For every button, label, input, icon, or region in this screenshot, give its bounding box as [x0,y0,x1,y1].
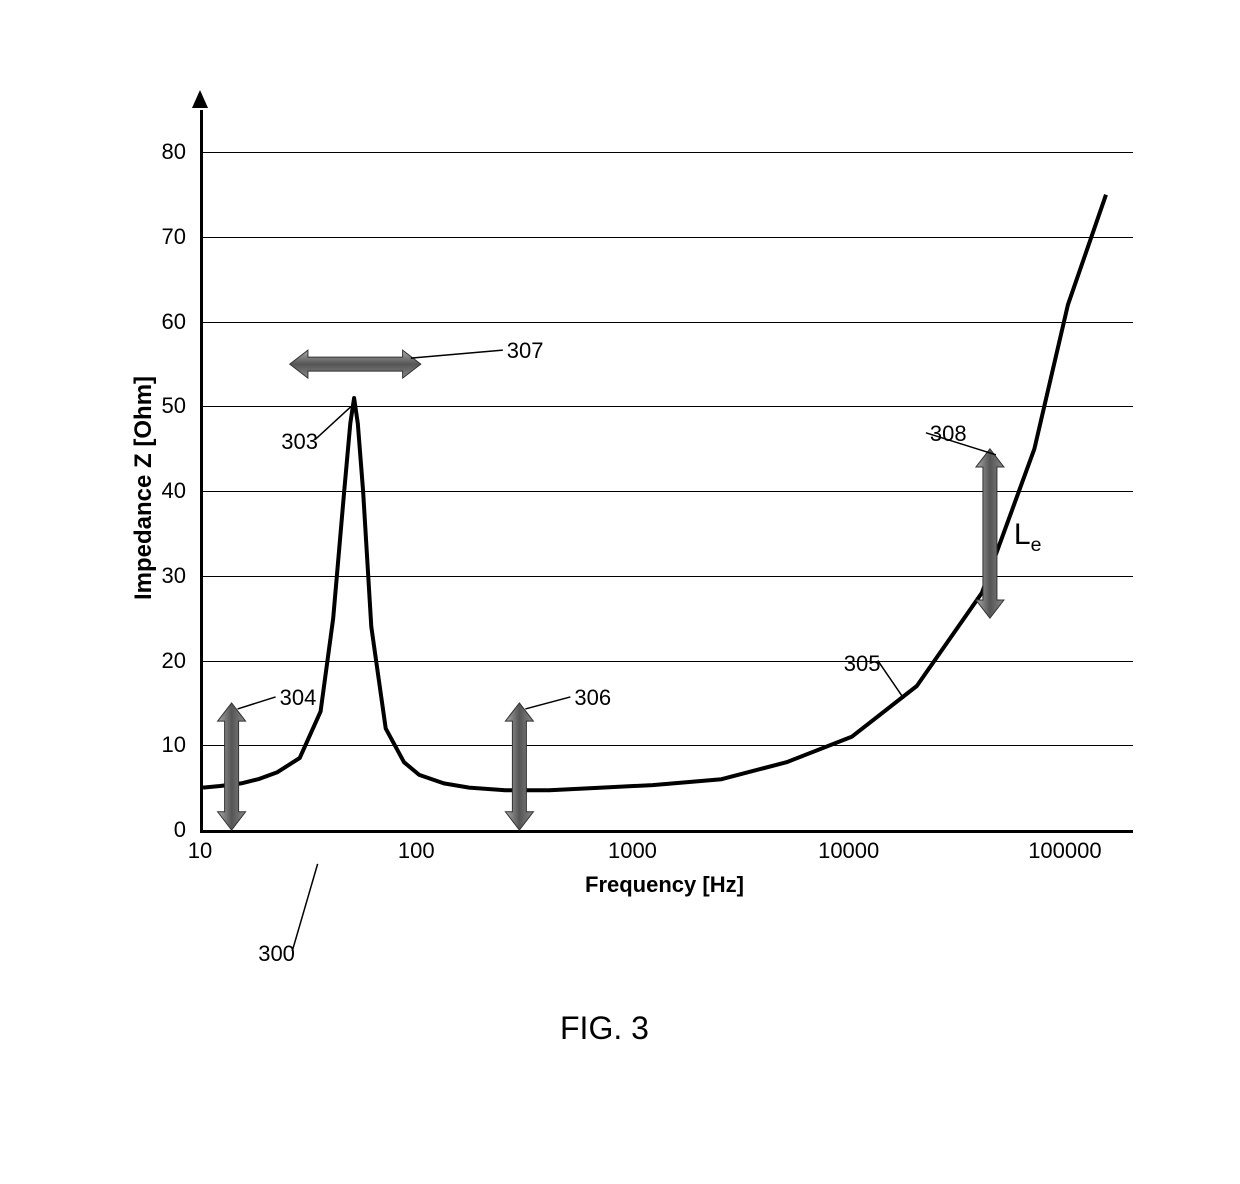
annotation-layer [0,0,1240,1184]
double-arrow-308 [976,449,1004,618]
callout-305: 305 [844,651,881,677]
callout-300: 300 [258,941,295,967]
figure-caption: FIG. 3 [560,1010,649,1047]
callout-303: 303 [281,429,318,455]
callout-306: 306 [574,685,611,711]
callout-304: 304 [280,685,317,711]
le-text: L [1014,518,1031,551]
leader-303 [315,406,351,439]
double-arrow-304 [218,703,246,830]
callout-307: 307 [507,338,544,364]
double-arrow-307 [290,350,421,378]
leader-305 [878,661,904,699]
callout-308: 308 [930,421,967,447]
double-arrow-306 [505,703,533,830]
leader-300 [292,864,317,951]
page: 01020304050607080 10100100010000100000 I… [0,0,1240,1184]
le-sub: e [1031,534,1042,556]
inductance-label: Le [1014,518,1042,557]
